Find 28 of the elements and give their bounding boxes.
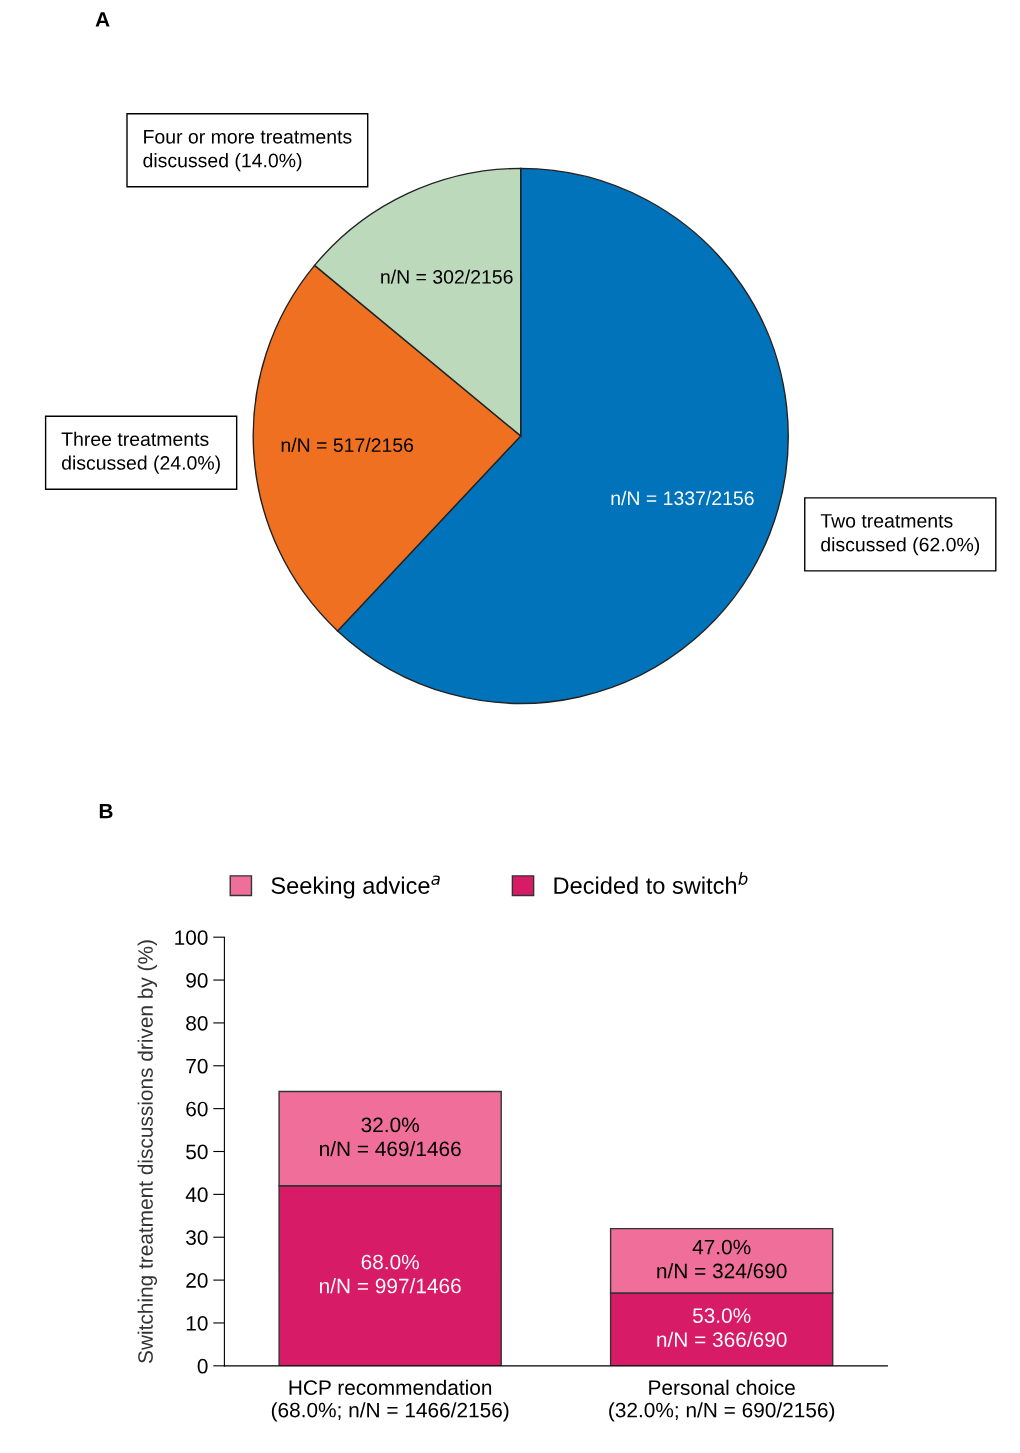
chart-title: A <box>95 12 110 27</box>
data-label: n/N = 517/2156 <box>281 437 414 453</box>
y-tick-label: 80 <box>186 1015 208 1031</box>
x-tick-label: HCP recommendation (68.0%; n/N = 1466/2156) <box>271 1379 509 1422</box>
annotation: 53.0% n/N = 366/690 <box>657 1308 787 1347</box>
y-tick-label: 20 <box>186 1273 208 1288</box>
y-tick-label: 100 <box>175 930 208 945</box>
y-tick-label: 50 <box>186 1144 208 1160</box>
y-axis-title: Switching treatment discussions driven by (%) <box>137 940 158 1364</box>
y-tick-label: 70 <box>186 1058 208 1074</box>
data-label: n/N = 1337/2156 <box>611 490 754 506</box>
y-tick-label: 0 <box>197 1358 208 1374</box>
y-tick-label: 40 <box>185 1187 208 1203</box>
slice-label: Three treatments discussed (24.0%) <box>61 431 220 474</box>
annotation: 32.0% n/N = 469/1466 <box>320 1117 461 1157</box>
x-tick-label: Personal choice (32.0%; n/N = 690/2156) <box>609 1379 835 1422</box>
y-tick-label: 30 <box>186 1230 208 1245</box>
legend-label: Decided to switch$^{b}$ <box>554 872 748 894</box>
annotation: 47.0% n/N = 324/690 <box>657 1239 787 1279</box>
annotation: 68.0% n/N = 997/1466 <box>320 1254 461 1294</box>
chart-title: B <box>99 803 113 819</box>
y-tick-label: 10 <box>186 1315 208 1331</box>
legend-label: Seeking advice$^{a}$ <box>271 875 440 899</box>
slice-label: Two treatments discussed (62.0%) <box>820 514 980 556</box>
y-tick-label: 90 <box>186 973 208 988</box>
slice-label: Four or more treatments discussed (14.0%) <box>143 130 352 172</box>
y-tick-label: 60 <box>186 1101 208 1117</box>
data-label: n/N = 302/2156 <box>381 269 513 284</box>
